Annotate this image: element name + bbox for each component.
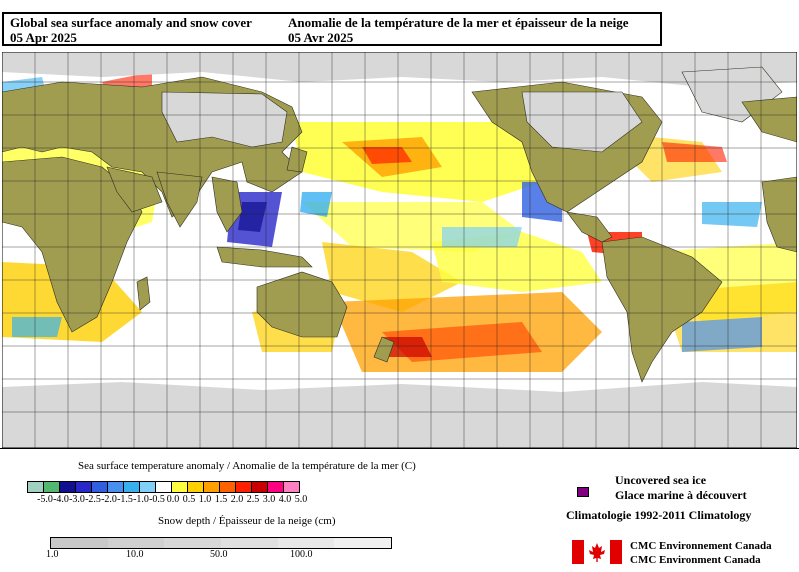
canada-flag-icon <box>572 540 622 564</box>
sst-swatch <box>268 482 284 492</box>
sst-swatch <box>188 482 204 492</box>
sst-scale-label: -5.0 <box>37 494 53 505</box>
sst-swatch <box>156 482 172 492</box>
sst-scale-label: 1.5 <box>214 494 228 505</box>
sst-color-scale <box>27 481 300 493</box>
sst-scale-label: -1.5 <box>117 494 133 505</box>
sst-swatch <box>28 482 44 492</box>
sst-scale-label: 5.0 <box>294 494 308 505</box>
snow-scale-label: 50.0 <box>210 549 228 560</box>
sst-swatch <box>108 482 124 492</box>
title-fr-text: Anomalie de la température de la mer et … <box>288 15 629 30</box>
sst-scale-label: 2.5 <box>246 494 260 505</box>
title-english: Global sea surface anomaly and snow cove… <box>10 15 252 45</box>
sst-swatch <box>236 482 252 492</box>
date-en-text: 05 Apr 2025 <box>10 30 77 45</box>
sst-scale-label: -2.5 <box>85 494 101 505</box>
sst-scale-label: 4.0 <box>278 494 292 505</box>
sst-scale-label: 0.0 <box>166 494 180 505</box>
sst-scale-label: 0.5 <box>182 494 196 505</box>
title-en-text: Global sea surface anomaly and snow cove… <box>10 15 252 30</box>
sea-ice-label-en: Uncovered sea ice <box>615 473 707 487</box>
snow-swatch <box>334 538 392 548</box>
credit-line-1: CMC Environnement Canada <box>630 540 772 552</box>
title-french: Anomalie de la température de la mer et … <box>288 15 628 45</box>
sst-swatch <box>172 482 188 492</box>
sst-swatch <box>220 482 236 492</box>
legend-area <box>0 448 799 572</box>
sst-swatch <box>252 482 268 492</box>
snow-scale-label: 100.0 <box>290 549 313 560</box>
sst-scale-label: 1.0 <box>198 494 212 505</box>
credit-line-2: CMC Environment Canada <box>630 554 761 566</box>
world-sst-map <box>2 52 797 448</box>
climatology-label: Climatologie 1992-2011 Climatology <box>566 508 752 522</box>
sst-legend-title: Sea surface temperature anomaly / Anomal… <box>78 460 416 472</box>
sst-swatch <box>204 482 220 492</box>
sst-swatch <box>124 482 140 492</box>
sst-swatch <box>60 482 76 492</box>
sst-swatch <box>44 482 60 492</box>
sst-scale-label: -2.0 <box>101 494 117 505</box>
sst-scale-label: 2.0 <box>230 494 244 505</box>
snow-swatch <box>51 538 108 548</box>
sst-swatch <box>140 482 156 492</box>
sst-scale-labels: -5.0 -4.0 -3.0 -2.5 -2.0 -1.5 -1.0 -0.5 0.0 0.5 1.… <box>27 494 427 506</box>
snow-scale-label: 10.0 <box>126 549 144 560</box>
sst-swatch <box>284 482 299 492</box>
sst-scale-label: -4.0 <box>53 494 69 505</box>
title-box: Global sea surface anomaly and snow cove… <box>2 12 662 46</box>
snow-scale-label: 1.0 <box>46 549 59 560</box>
graticule-grid <box>2 52 797 448</box>
snow-swatch <box>164 538 222 548</box>
sst-swatch <box>76 482 92 492</box>
sst-scale-label: 3.0 <box>262 494 276 505</box>
snow-swatch <box>221 538 278 548</box>
date-fr-text: 05 Avr 2025 <box>288 30 354 45</box>
sea-ice-swatch <box>577 487 589 497</box>
sea-ice-label-fr: Glace marine à découvert <box>615 488 747 502</box>
sst-swatch <box>92 482 108 492</box>
snow-swatch <box>277 538 335 548</box>
snow-legend-title: Snow depth / Épaisseur de la neige (cm) <box>158 515 336 527</box>
snow-depth-scale <box>50 537 392 549</box>
sst-scale-label: -0.5 <box>149 494 165 505</box>
snow-scale-labels: 1.0 10.0 50.0 100.0 <box>46 549 390 561</box>
sst-scale-label: -1.0 <box>133 494 149 505</box>
snow-swatch <box>107 538 165 548</box>
sst-scale-label: -3.0 <box>69 494 85 505</box>
